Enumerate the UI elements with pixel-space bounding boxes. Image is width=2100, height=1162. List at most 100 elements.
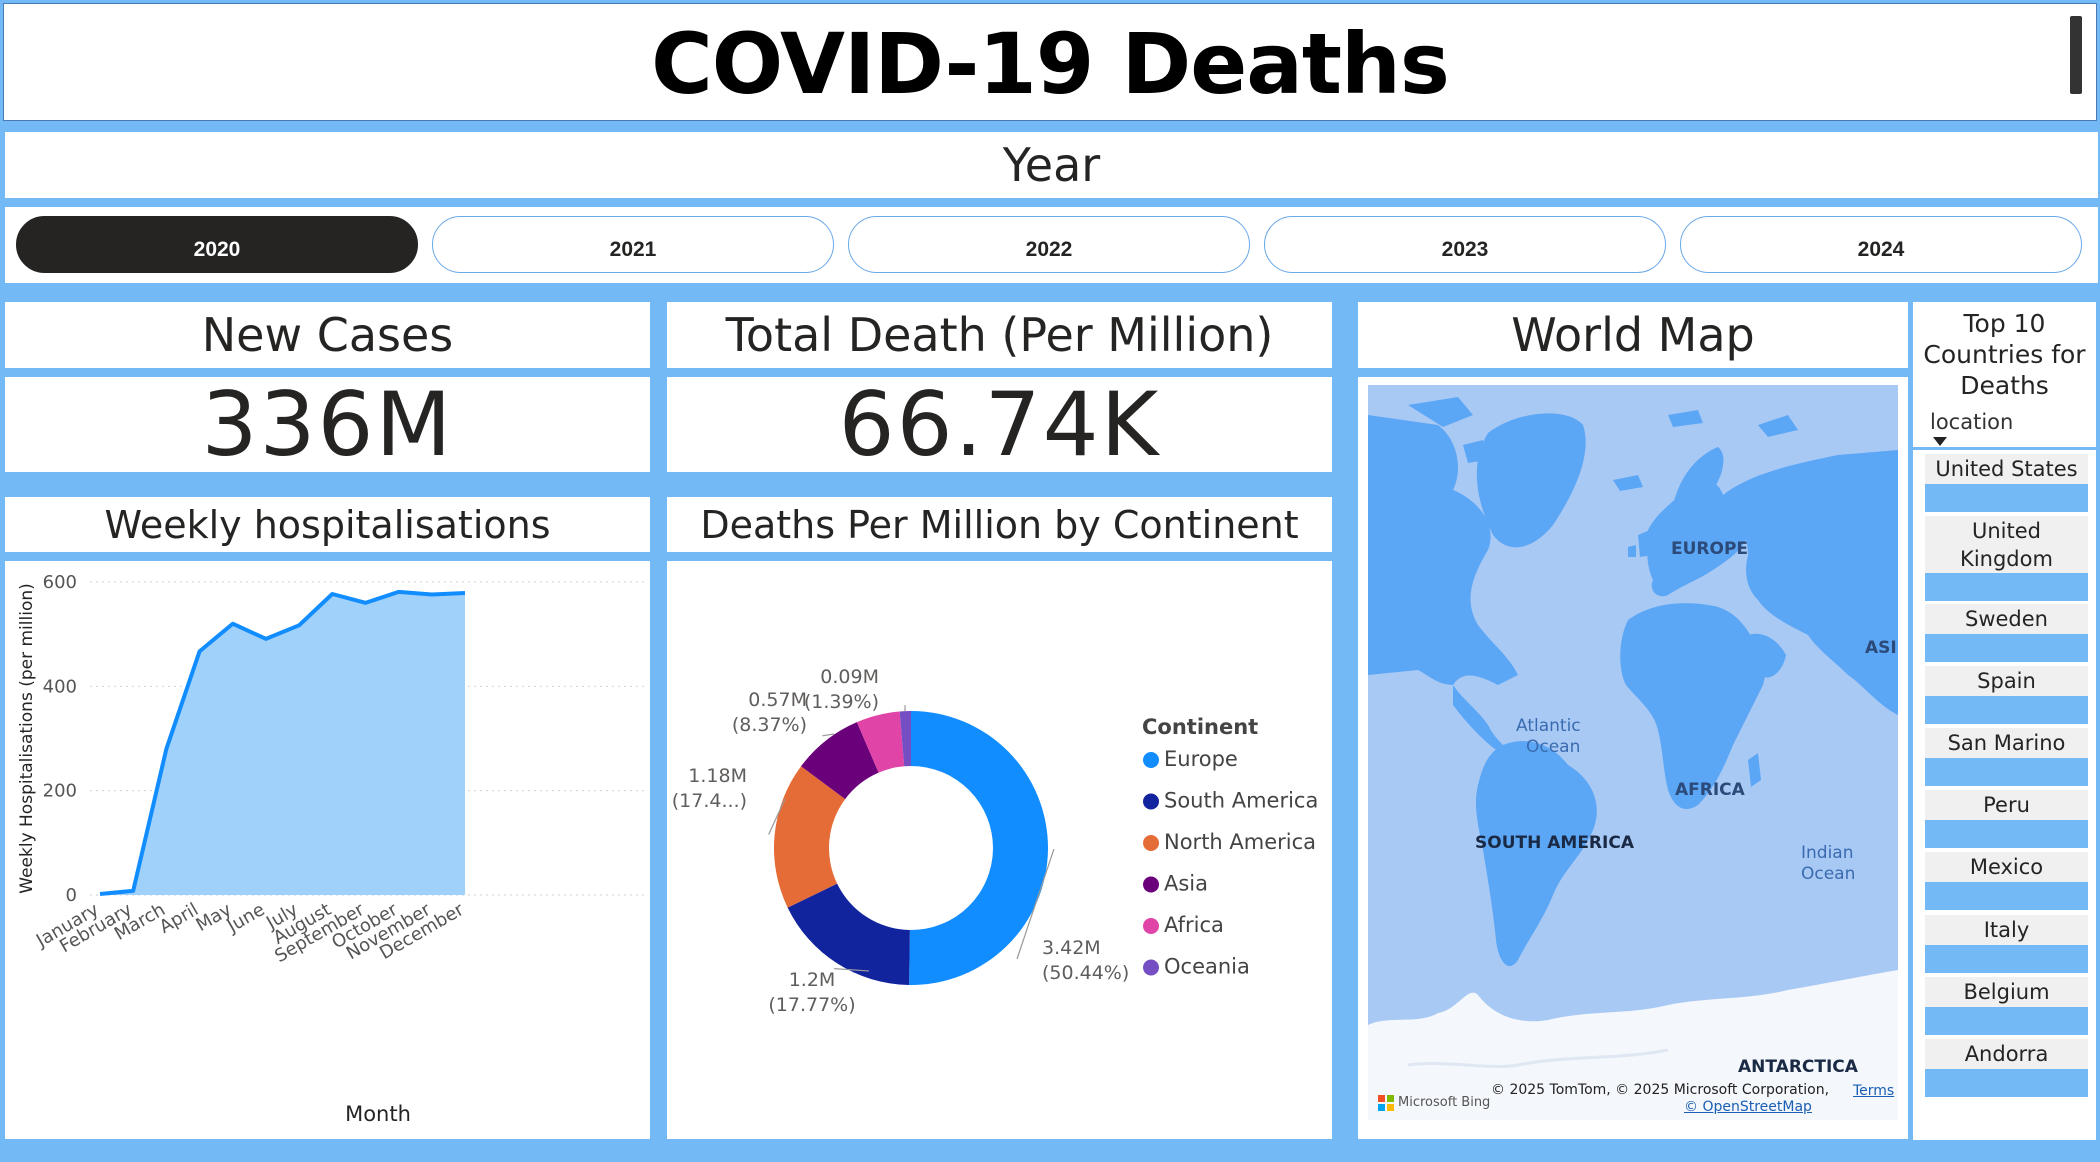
data-point[interactable] [393, 586, 405, 598]
year-slicer-title: Year [1002, 138, 1101, 192]
location-item[interactable]: United Kingdom [1925, 516, 2088, 573]
continent-chart-panel: 3.42M (50.44%) 1.2M (17.77%) 1.18M (17.4...) 0… [667, 561, 1332, 1139]
scrollbar-thumb[interactable] [2070, 16, 2082, 94]
map-label-indian-1: Indian [1801, 843, 1854, 863]
new-cases-card[interactable]: 336M [5, 373, 650, 476]
y-tick-label: 400 [43, 676, 77, 697]
data-point[interactable] [227, 618, 239, 630]
data-point[interactable] [127, 885, 139, 897]
location-column-label[interactable]: location [1930, 410, 2014, 434]
map-label-asia: ASI [1865, 638, 1897, 658]
world-map-canvas[interactable] [1368, 385, 1898, 1120]
hospitalisations-area-chart[interactable]: 0200400600JanuaryFebruaryMarchAprilMayJu… [5, 561, 650, 1139]
data-label-value: 3.42M [1042, 937, 1101, 959]
location-item[interactable]: United States [1925, 454, 2088, 484]
location-item[interactable]: Peru [1925, 790, 2088, 820]
data-point[interactable] [293, 619, 305, 631]
data-point[interactable] [426, 589, 438, 601]
location-item-bar [1925, 945, 2088, 973]
data-point[interactable] [94, 888, 106, 900]
location-item[interactable]: San Marino [1925, 728, 2088, 758]
donut-slice-africa[interactable] [856, 711, 905, 773]
legend-item[interactable]: Africa [1164, 913, 1224, 937]
data-point[interactable] [260, 633, 272, 645]
location-item[interactable]: Mexico [1925, 852, 2088, 882]
data-point[interactable] [194, 645, 206, 657]
year-button-2022[interactable]: 2022 [848, 216, 1250, 273]
map-osm-link[interactable]: © OpenStreetMap [1684, 1099, 1812, 1115]
map-label-africa: AFRICA [1675, 780, 1745, 800]
location-item[interactable]: Belgium [1925, 977, 2088, 1007]
legend-marker[interactable] [1143, 918, 1159, 934]
year-button-2023[interactable]: 2023 [1264, 216, 1666, 273]
new-cases-header: New Cases [5, 302, 650, 368]
sort-descending-icon[interactable] [1933, 437, 1947, 446]
year-button-2021[interactable]: 2021 [432, 216, 834, 273]
donut-slice-asia[interactable] [801, 722, 879, 800]
data-point[interactable] [459, 587, 471, 599]
location-item[interactable]: Sweden [1925, 604, 2088, 634]
world-map[interactable]: EUROPE ASI Atlantic Ocean AFRICA SOUTH A… [1368, 385, 1898, 1120]
data-label-percent: (17.4...) [672, 790, 747, 812]
year-button-2024[interactable]: 2024 [1680, 216, 2082, 273]
map-label-antarctica: ANTARCTICA [1738, 1057, 1858, 1077]
location-item[interactable]: Spain [1925, 666, 2088, 696]
legend-item[interactable]: Oceania [1164, 955, 1250, 979]
top-countries-title-2: Countries for [1923, 340, 2086, 369]
legend-item[interactable]: Europe [1164, 747, 1238, 771]
hospitalisations-chart-title: Weekly hospitalisations [104, 502, 551, 547]
y-tick-label: 0 [66, 885, 77, 906]
location-item[interactable]: Andorra [1925, 1039, 2088, 1069]
data-label-leader [822, 733, 835, 737]
data-point[interactable] [326, 588, 338, 600]
world-map-title: World Map [1511, 308, 1755, 362]
legend-marker[interactable] [1143, 793, 1159, 810]
total-death-card[interactable]: 66.74K [667, 373, 1332, 476]
data-label-percent: (50.44%) [1042, 962, 1129, 984]
data-label-percent: (17.77%) [768, 994, 855, 1016]
location-item[interactable]: Italy [1925, 915, 2088, 945]
legend-marker[interactable] [1143, 959, 1159, 976]
legend-marker[interactable] [1143, 835, 1159, 851]
y-tick-label: 600 [43, 572, 77, 593]
donut-slice-oceania[interactable] [899, 711, 911, 767]
world-map-header: World Map [1358, 302, 1908, 368]
legend-item[interactable]: North America [1164, 830, 1316, 854]
year-button-2020[interactable]: 2020 [16, 216, 418, 273]
location-item-bar [1925, 882, 2088, 910]
location-item-bar [1925, 1007, 2088, 1035]
donut-slice-north-america[interactable] [774, 766, 846, 908]
new-cases-label: New Cases [201, 308, 454, 362]
legend-item[interactable]: Asia [1164, 872, 1208, 896]
continent-chart-header: Deaths Per Million by Continent [667, 497, 1332, 552]
donut-slice-europe[interactable] [909, 711, 1049, 985]
map-attribution: © 2025 TomTom, © 2025 Microsoft Corporat… [1491, 1082, 1830, 1098]
bing-logo-text: Microsoft Bing [1398, 1095, 1491, 1110]
top-countries-header: Top 10 Countries for Deaths [1913, 302, 2096, 447]
data-label-value: 0.57M [748, 689, 807, 711]
location-item-bar [1925, 484, 2088, 512]
new-cases-value: 336M [201, 373, 454, 476]
dashboard-title: COVID-19 Deaths [651, 15, 1450, 113]
legend-title: Continent [1142, 715, 1258, 739]
legend-item[interactable]: South America [1164, 789, 1318, 813]
total-death-label: Total Death (Per Million) [725, 308, 1274, 362]
location-item-bar [1925, 820, 2088, 848]
data-point[interactable] [359, 597, 371, 609]
hospitalisations-chart-panel: 0 200 400 600 January February March April May Ju… [5, 561, 650, 1139]
map-label-indian-2: Ocean [1801, 864, 1856, 884]
donut-slice-south-america[interactable] [787, 883, 910, 985]
legend-marker[interactable] [1143, 752, 1159, 768]
y-axis-title: Weekly Hospitalisations (per million) [17, 583, 37, 893]
data-point[interactable] [160, 743, 172, 755]
legend-marker[interactable] [1143, 876, 1159, 893]
hospitalisations-chart-header: Weekly hospitalisations [5, 497, 650, 552]
map-terms-link[interactable]: Terms [1853, 1083, 1895, 1099]
continent-donut-chart[interactable]: 3.42M (50.44%) 1.2M (17.77%) 1.18M (17.4...) 0… [667, 561, 1332, 1139]
hospitalisations-line [99, 589, 466, 896]
data-label-leader [768, 798, 786, 835]
microsoft-logo-icon [1378, 1095, 1394, 1111]
location-item-bar [1925, 573, 2088, 601]
data-label-value: 1.18M [688, 765, 747, 787]
total-death-header: Total Death (Per Million) [667, 302, 1332, 368]
